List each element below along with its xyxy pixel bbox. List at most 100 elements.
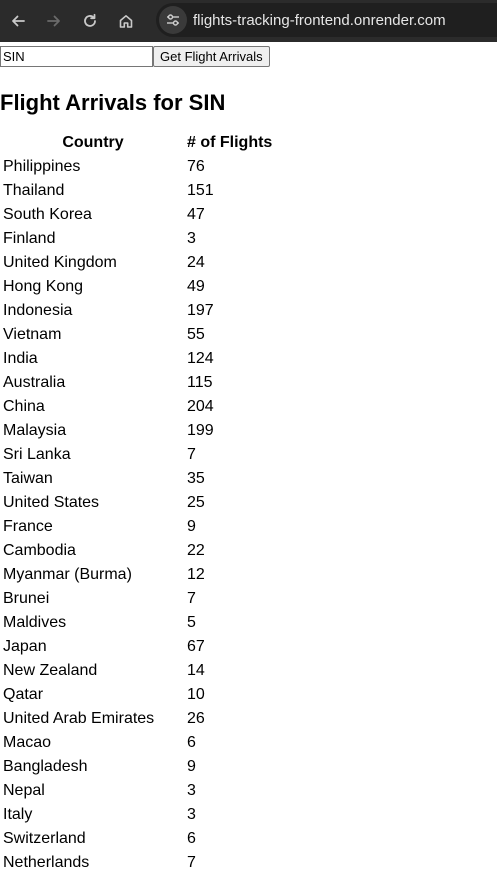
country-cell: Brunei [3,590,50,607]
table-row: Cambodia 22 [2,540,273,562]
arrivals-table: Country # of Flights Philippines 76 Thaila… [0,130,275,874]
forward-button[interactable] [36,0,72,42]
flight-count-cell: 115 [187,374,213,391]
flights-header: # of Flights [187,134,273,151]
table-row: Qatar 10 [2,684,273,706]
country-cell: Japan [3,638,47,655]
table-row: Philippines 76 [2,156,273,178]
home-button[interactable] [108,0,144,42]
page-content: Get Flight Arrivals Flight Arrivals for … [0,42,497,874]
table-row: Japan 67 [2,636,273,658]
flight-count-cell: 7 [187,446,196,463]
tune-icon [167,14,179,26]
country-cell: Taiwan [3,470,53,487]
flight-count-cell: 24 [187,254,205,271]
country-cell: Australia [3,374,66,391]
arrow-right-icon [47,15,60,27]
table-row: Macao 6 [2,732,273,754]
table-row: Maldives 5 [2,612,273,634]
table-row: Taiwan 35 [2,468,273,490]
table-row: United Kingdom 24 [2,252,273,274]
flight-count-cell: 10 [187,686,205,703]
table-row: Indonesia 197 [2,300,273,322]
flight-count-cell: 12 [187,566,205,583]
flight-count-cell: 7 [187,590,196,607]
country-cell: United Kingdom [3,254,117,271]
country-cell: Nepal [3,782,45,799]
flight-count-cell: 67 [187,638,205,655]
country-cell: United States [3,494,100,511]
country-cell: Vietnam [3,326,62,343]
table-body: Philippines 76 Thailand 151 South Korea 47 Fin… [2,156,273,874]
country-cell: India [3,350,38,367]
flight-count-cell: 3 [187,806,196,823]
country-cell: Qatar [3,686,44,703]
country-cell: Italy [3,806,33,823]
flight-count-cell: 7 [187,854,196,871]
flight-count-cell: 3 [187,230,196,247]
country-cell: Macao [3,734,52,751]
country-cell: Cambodia [3,542,76,559]
country-cell: Netherlands [3,854,90,871]
table-row: Vietnam 55 [2,324,273,346]
reload-button[interactable] [72,0,108,42]
country-cell: China [3,398,45,415]
flight-count-cell: 5 [187,614,196,631]
table-row: India 124 [2,348,273,370]
table-row: Hong Kong 49 [2,276,273,298]
back-button[interactable] [0,0,36,42]
country-header: Country [62,134,124,151]
table-row: Thailand 151 [2,180,273,202]
url-text[interactable]: flights-tracking-frontend.onrender.com [193,11,446,29]
table-row: Switzerland 6 [2,828,273,850]
browser-toolbar: flights-tracking-frontend.onrender.com [0,0,497,42]
flight-count-cell: 6 [187,830,196,847]
table-row: Italy 3 [2,804,273,826]
flight-count-cell: 14 [187,662,205,679]
table-row: Nepal 3 [2,780,273,802]
flight-count-cell: 124 [187,350,214,367]
table-row: Brunei 7 [2,588,273,610]
table-row: Netherlands 7 [2,852,273,874]
home-icon [119,15,133,28]
table-row: Myanmar (Burma) 12 [2,564,273,586]
flight-count-cell: 47 [187,206,205,223]
table-row: United Arab Emirates 26 [2,708,273,730]
country-cell: Sri Lanka [3,446,71,463]
country-cell: Thailand [3,182,65,199]
country-cell: France [3,518,53,535]
table-row: New Zealand 14 [2,660,273,682]
country-cell: Malaysia [3,422,67,439]
table-row: Finland 3 [2,228,273,250]
flight-count-cell: 55 [187,326,205,343]
table-row: France 9 [2,516,273,538]
flight-count-cell: 6 [187,734,196,751]
site-info-button[interactable] [159,6,187,34]
flight-count-cell: 197 [187,302,214,319]
airport-code-input[interactable] [0,45,153,67]
address-bar[interactable]: flights-tracking-frontend.onrender.com [156,3,497,37]
flight-count-cell: 26 [187,710,205,727]
country-cell: Hong Kong [3,278,84,295]
country-cell: Switzerland [3,830,86,847]
arrow-left-icon [12,15,25,27]
flight-count-cell: 151 [187,182,214,199]
table-row: United States 25 [2,492,273,514]
country-cell: United Arab Emirates [3,710,155,727]
flight-count-cell: 9 [187,758,196,775]
flight-count-cell: 22 [187,542,205,559]
flight-count-cell: 3 [187,782,196,799]
flight-count-cell: 204 [187,398,214,415]
get-flight-arrivals-button[interactable]: Get Flight Arrivals [153,45,270,67]
flight-count-cell: 49 [187,278,205,295]
country-cell: New Zealand [3,662,98,679]
table-row: China 204 [2,396,273,418]
table-row: Malaysia 199 [2,420,273,442]
flight-count-cell: 199 [187,422,214,439]
country-cell: Finland [3,230,56,247]
table-row: South Korea 47 [2,204,273,226]
country-cell: Bangladesh [3,758,88,775]
reload-icon [84,13,96,27]
search-form: Get Flight Arrivals [0,44,497,68]
table-row: Sri Lanka 7 [2,444,273,466]
